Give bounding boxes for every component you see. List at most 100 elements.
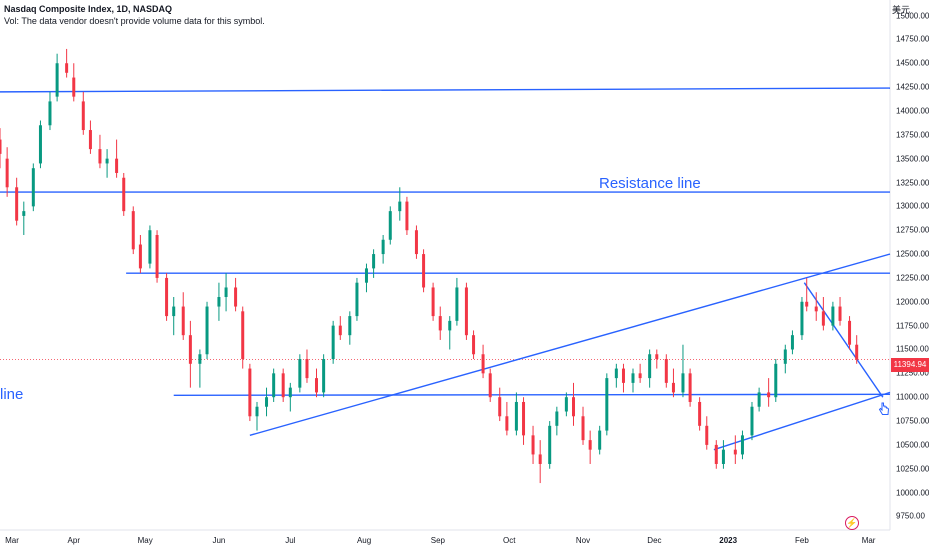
last-price-badge: 11394.94: [891, 358, 929, 372]
lightning-icon[interactable]: ⚡: [845, 516, 859, 530]
candle-body: [422, 254, 426, 288]
candle-body: [455, 287, 459, 321]
candle-body: [783, 349, 787, 364]
x-tick-label: Feb: [795, 536, 809, 545]
candle-body: [572, 397, 576, 417]
candle-body: [381, 239, 385, 255]
candle-body: [614, 368, 618, 379]
y-tick-label: 15000.00: [896, 11, 930, 21]
candle-body: [364, 268, 368, 283]
y-tick-label: 12750.00: [896, 225, 930, 235]
candle-body: [65, 63, 69, 73]
hand-cursor-icon[interactable]: [878, 402, 890, 416]
candle-body: [98, 149, 102, 164]
candle-body: [538, 454, 542, 464]
candle-body: [438, 316, 442, 331]
candle-body: [31, 168, 35, 207]
candle-body: [705, 425, 709, 445]
candle-body: [805, 301, 809, 307]
candle-body: [48, 101, 52, 126]
y-tick-label: 13000.00: [896, 201, 930, 211]
y-tick-label: 9750.00: [896, 511, 925, 521]
y-tick-label: 12250.00: [896, 273, 930, 283]
trend-line: [713, 391, 891, 451]
candle-body: [281, 373, 285, 398]
x-tick-label: May: [137, 536, 153, 545]
currency-label: 美元: [891, 5, 910, 15]
x-tick-label: Mar: [5, 536, 19, 545]
x-tick-label: Apr: [67, 536, 80, 545]
candle-body: [721, 449, 725, 464]
candle-body: [122, 177, 126, 212]
trend-line: [173, 393, 891, 396]
y-tick-label: 10750.00: [896, 416, 930, 426]
y-tick-label: 14500.00: [896, 58, 930, 68]
candle-body: [814, 306, 818, 312]
candle-body: [740, 435, 744, 455]
trend-lines: [0, 87, 891, 451]
candle-body: [838, 306, 842, 321]
candle-body: [564, 397, 568, 412]
candle-body: [548, 425, 552, 464]
candle-body: [688, 373, 692, 402]
candle-body: [733, 449, 737, 455]
y-tick-label: 11750.00: [896, 321, 929, 331]
y-tick-label: 10250.00: [896, 464, 930, 474]
candle-body: [0, 139, 2, 154]
candle-body: [355, 282, 359, 317]
candle-body: [331, 325, 335, 360]
y-tick-label: 13250.00: [896, 178, 930, 187]
candle-body: [581, 416, 585, 441]
candle-body: [821, 311, 825, 326]
y-tick-label: 14000.00: [896, 106, 930, 116]
x-tick-label: Dec: [647, 536, 662, 545]
candle-body: [698, 401, 702, 426]
candle-body: [272, 373, 276, 398]
x-tick-label: Sep: [430, 536, 445, 545]
candle-body: [431, 287, 435, 317]
candle-body: [372, 254, 376, 269]
y-tick-label: 10500.00: [896, 440, 930, 450]
candle-body: [188, 335, 192, 364]
candle-body: [88, 130, 92, 150]
candle-body: [522, 401, 526, 436]
candle-body: [488, 373, 492, 398]
y-tick-label: 13500.00: [896, 154, 930, 164]
candlesticks: [0, 48, 859, 484]
candle-body: [655, 354, 659, 360]
candle-body: [648, 354, 652, 379]
candle-body: [555, 411, 559, 426]
candle-body: [671, 382, 675, 393]
candle-body: [774, 363, 778, 398]
trend-line: [249, 253, 891, 437]
x-tick-label: Nov: [575, 536, 591, 545]
candle-body: [398, 201, 402, 212]
y-tick-label: 13750.00: [896, 130, 930, 140]
candle-body: [234, 287, 238, 307]
candle-body: [414, 230, 418, 255]
candle-body: [664, 359, 668, 383]
candle-body: [224, 287, 228, 298]
candle-body: [22, 211, 26, 216]
candle-body: [588, 440, 592, 450]
candle-body: [138, 244, 142, 269]
candle-body: [631, 373, 635, 383]
candle-body: [205, 306, 209, 355]
candle-body: [481, 354, 485, 374]
candle-body: [531, 435, 535, 455]
candle-body: [105, 158, 109, 164]
y-tick-label: 12000.00: [896, 297, 930, 307]
candle-body: [598, 430, 602, 450]
candle-body: [498, 397, 502, 417]
candle-body: [605, 378, 609, 431]
candle-body: [241, 311, 245, 360]
candle-body: [38, 125, 42, 164]
candle-body: [621, 368, 625, 383]
support-line-label: line: [0, 386, 24, 403]
candle-body: [464, 287, 468, 336]
y-tick-label: 14250.00: [896, 82, 930, 92]
x-tick-label: Oct: [503, 536, 516, 545]
trend-line: [803, 282, 884, 398]
candle-body: [767, 392, 771, 398]
